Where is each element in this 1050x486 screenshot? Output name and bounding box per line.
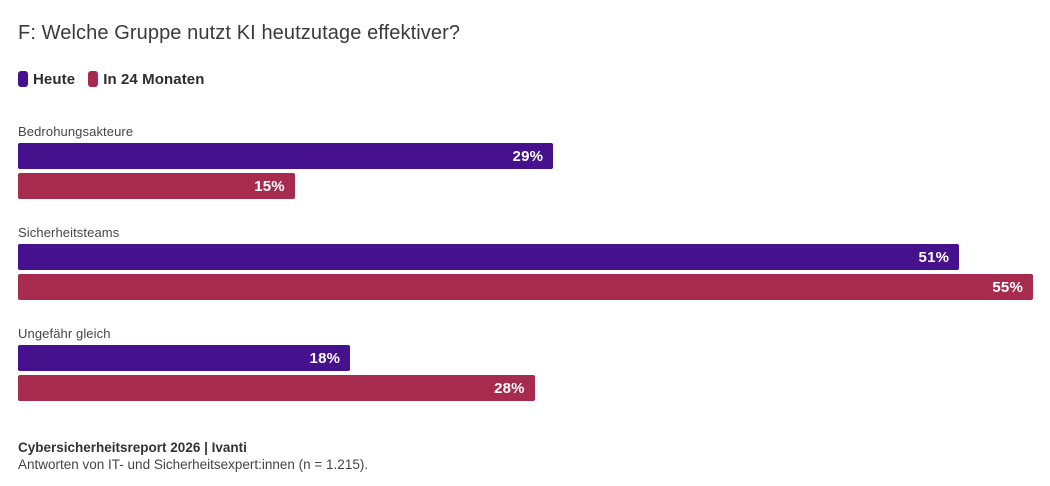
legend-swatch-in-24-monaten-icon xyxy=(88,71,99,87)
bar-group-ungef-hr-gleich: Ungefähr gleich 18% 28% xyxy=(18,326,1033,401)
legend-item-in-24-monaten: In 24 Monaten xyxy=(88,71,204,88)
bar-heute: 18% xyxy=(18,345,351,371)
legend-swatch-heute-icon xyxy=(18,71,28,87)
bar-group-sicherheitsteams: Sicherheitsteams 51% 55% xyxy=(18,225,1033,300)
bar-value-label: 15% xyxy=(254,177,285,195)
legend-label-heute: Heute xyxy=(33,70,76,88)
bar-heute: 29% xyxy=(18,143,554,169)
bar-value-label: 18% xyxy=(309,349,341,367)
bar-heute: 51% xyxy=(18,244,960,270)
footer-source-line: Cybersicherheitsreport 2026 | Ivanti xyxy=(18,440,247,455)
bar-in-24-monaten: 15% xyxy=(18,173,295,199)
bar-value-label: 51% xyxy=(918,248,950,266)
legend-label-in-24-monaten: In 24 Monaten xyxy=(103,70,205,88)
bar-in-24-monaten: 28% xyxy=(18,375,535,401)
bar-chart: Bedrohungsakteure 29% 15% Sicherheitsteams 5… xyxy=(18,124,1033,401)
legend-item-heute: Heute xyxy=(18,71,75,88)
chart-title: F: Welche Gruppe nutzt KI heutzutage eff… xyxy=(18,22,461,44)
bar-value-label: 28% xyxy=(494,379,525,397)
bar-in-24-monaten: 55% xyxy=(18,274,1033,300)
bar-group-bedrohungsakteure: Bedrohungsakteure 29% 15% xyxy=(18,124,1033,199)
legend: Heute In 24 Monaten xyxy=(18,70,1033,88)
bar-value-label: 55% xyxy=(992,278,1023,296)
footer-note-line: Antworten von IT- und Sicherheitsexpert:… xyxy=(18,457,369,472)
category-label: Ungefähr gleich xyxy=(18,326,111,341)
footer: Cybersicherheitsreport 2026 | Ivanti Ant… xyxy=(18,439,1033,473)
category-label: Sicherheitsteams xyxy=(18,225,120,240)
category-label: Bedrohungsakteure xyxy=(18,124,134,139)
bar-value-label: 29% xyxy=(512,147,544,165)
